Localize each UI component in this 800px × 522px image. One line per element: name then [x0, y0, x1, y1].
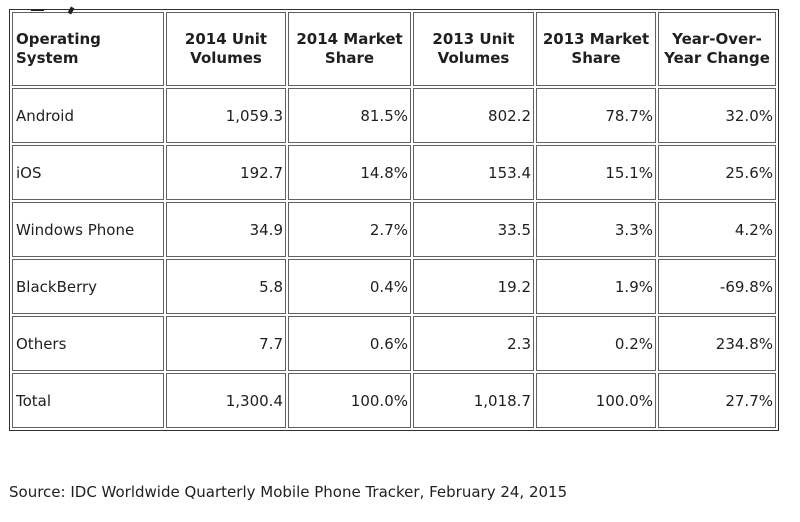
cropped-title-fragment: [31, 9, 44, 11]
cell-2014-market-share: 0.6%: [288, 316, 411, 371]
column-header-2014-unit-volumes: 2014 Unit Volumes: [166, 12, 286, 86]
cell-os: iOS: [12, 145, 164, 200]
cell-os: Others: [12, 316, 164, 371]
cell-os: BlackBerry: [12, 259, 164, 314]
cell-2013-unit-volumes: 33.5: [413, 202, 534, 257]
market-share-table: Operating System 2014 Unit Volumes 2014 …: [9, 9, 779, 431]
cell-2014-unit-volumes: 5.8: [166, 259, 286, 314]
column-header-2014-market-share: 2014 Market Share: [288, 12, 411, 86]
cell-os: Total: [12, 373, 164, 428]
cell-yoy-change: -69.8%: [658, 259, 776, 314]
cell-2013-market-share: 78.7%: [536, 88, 656, 143]
column-header-2013-unit-volumes: 2013 Unit Volumes: [413, 12, 534, 86]
cell-os: Android: [12, 88, 164, 143]
source-note: Source: IDC Worldwide Quarterly Mobile P…: [9, 483, 568, 501]
column-header-2013-market-share: 2013 Market Share: [536, 12, 656, 86]
table-row-android: Android 1,059.3 81.5% 802.2 78.7% 32.0%: [12, 88, 776, 143]
cell-2014-unit-volumes: 1,300.4: [166, 373, 286, 428]
cell-2014-market-share: 2.7%: [288, 202, 411, 257]
cell-os: Windows Phone: [12, 202, 164, 257]
cell-2013-unit-volumes: 802.2: [413, 88, 534, 143]
column-header-operating-system: Operating System: [12, 12, 164, 86]
table-row-others: Others 7.7 0.6% 2.3 0.2% 234.8%: [12, 316, 776, 371]
cell-2014-market-share: 0.4%: [288, 259, 411, 314]
cell-2013-market-share: 15.1%: [536, 145, 656, 200]
cell-2014-unit-volumes: 7.7: [166, 316, 286, 371]
cell-yoy-change: 234.8%: [658, 316, 776, 371]
table-row-windows-phone: Windows Phone 34.9 2.7% 33.5 3.3% 4.2%: [12, 202, 776, 257]
cell-2013-market-share: 1.9%: [536, 259, 656, 314]
header-row: Operating System 2014 Unit Volumes 2014 …: [12, 12, 776, 86]
cell-yoy-change: 32.0%: [658, 88, 776, 143]
table-row-total: Total 1,300.4 100.0% 1,018.7 100.0% 27.7…: [12, 373, 776, 428]
cell-2014-unit-volumes: 192.7: [166, 145, 286, 200]
cell-2014-unit-volumes: 34.9: [166, 202, 286, 257]
cell-2014-market-share: 100.0%: [288, 373, 411, 428]
cell-2013-unit-volumes: 1,018.7: [413, 373, 534, 428]
column-header-year-over-year-change: Year-Over- Year Change: [658, 12, 776, 86]
cell-2014-market-share: 81.5%: [288, 88, 411, 143]
table-row-blackberry: BlackBerry 5.8 0.4% 19.2 1.9% -69.8%: [12, 259, 776, 314]
cell-2014-market-share: 14.8%: [288, 145, 411, 200]
cell-yoy-change: 25.6%: [658, 145, 776, 200]
cell-yoy-change: 4.2%: [658, 202, 776, 257]
table-row-ios: iOS 192.7 14.8% 153.4 15.1% 25.6%: [12, 145, 776, 200]
cell-2014-unit-volumes: 1,059.3: [166, 88, 286, 143]
cell-2013-market-share: 0.2%: [536, 316, 656, 371]
cell-2013-market-share: 3.3%: [536, 202, 656, 257]
cell-yoy-change: 27.7%: [658, 373, 776, 428]
cell-2013-unit-volumes: 19.2: [413, 259, 534, 314]
cell-2013-market-share: 100.0%: [536, 373, 656, 428]
cell-2013-unit-volumes: 2.3: [413, 316, 534, 371]
cell-2013-unit-volumes: 153.4: [413, 145, 534, 200]
